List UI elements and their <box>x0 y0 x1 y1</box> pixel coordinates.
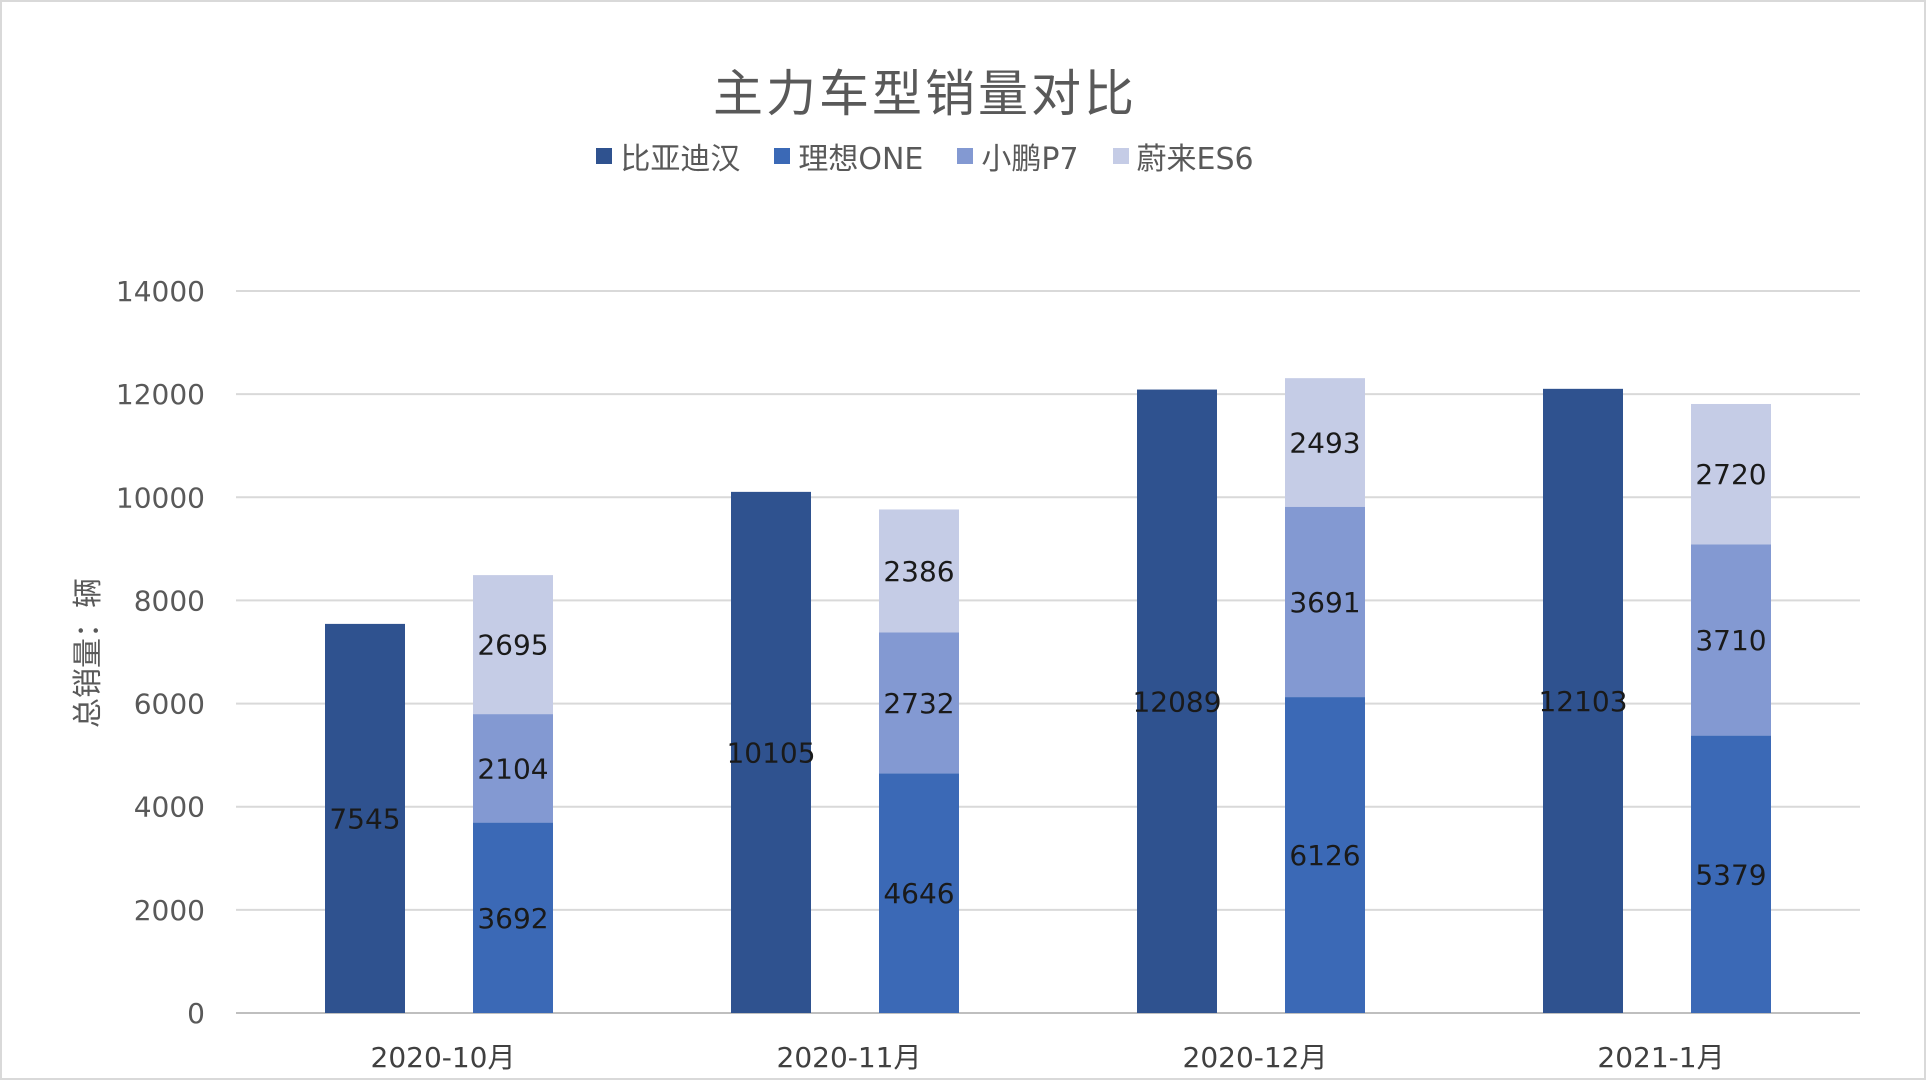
legend-label-byd-han: 比亚迪汉 <box>620 142 741 177</box>
bar-segment <box>325 623 405 1013</box>
x-tick-label: 2020-11月 <box>777 1041 922 1074</box>
chart-title: 主力车型销量对比 <box>713 65 1137 123</box>
data-label: 12089 <box>1132 685 1221 718</box>
data-label: 2386 <box>883 555 954 588</box>
y-tick-label: 10000 <box>116 481 205 514</box>
data-label: 2720 <box>1695 458 1766 491</box>
data-label: 12103 <box>1538 685 1627 718</box>
bar-segment <box>879 632 959 774</box>
data-label: 7545 <box>329 802 400 835</box>
bar-segment <box>1691 735 1771 1013</box>
legend-label-xpeng-p7: 小鹏P7 <box>981 142 1079 177</box>
data-label: 2732 <box>883 687 954 720</box>
x-tick-label: 2020-12月 <box>1183 1041 1328 1074</box>
y-tick-label: 14000 <box>116 275 205 308</box>
data-label: 3710 <box>1695 624 1766 657</box>
legend-swatch-nio-es6 <box>1112 148 1129 164</box>
data-label: 6126 <box>1289 839 1360 872</box>
bar-segment <box>1137 389 1217 1014</box>
data-label: 3692 <box>477 902 548 935</box>
legend: 比亚迪汉 理想ONE 小鹏P7 蔚来ES6 <box>2 134 1848 178</box>
y-tick-label: 8000 <box>134 584 205 617</box>
bar-segment <box>1691 403 1771 545</box>
legend-swatch-li-one <box>774 148 791 164</box>
bar-segment <box>1285 697 1365 1013</box>
bar-segment <box>731 491 811 1013</box>
legend-item-nio-es6: 蔚来ES6 <box>1112 134 1254 178</box>
legend-item-xpeng-p7: 小鹏P7 <box>957 134 1079 178</box>
bar-segment <box>879 509 959 633</box>
bar-segment <box>1691 544 1771 736</box>
bar-segment <box>879 773 959 1013</box>
data-label: 4646 <box>883 877 954 910</box>
x-tick-label: 2020-10月 <box>371 1041 516 1074</box>
bar-segment <box>473 714 553 823</box>
legend-swatch-byd-han <box>596 148 613 164</box>
y-tick-label: 12000 <box>116 378 205 411</box>
bar-segment <box>1285 378 1365 507</box>
bar-segment <box>1285 506 1365 698</box>
y-tick-label: 4000 <box>134 791 205 824</box>
bar-segment <box>473 822 553 1013</box>
legend-item-byd-han: 比亚迪汉 <box>596 134 740 178</box>
data-label: 10105 <box>726 736 815 769</box>
data-label: 2695 <box>477 629 548 662</box>
data-label: 5379 <box>1695 858 1766 891</box>
y-tick-label: 2000 <box>134 894 205 927</box>
legend-label-li-one: 理想ONE <box>798 142 924 177</box>
legend-swatch-xpeng-p7 <box>957 148 974 164</box>
bar-segment <box>1543 388 1623 1013</box>
data-label: 2493 <box>1289 426 1360 459</box>
y-tick-label: 0 <box>187 997 205 1030</box>
x-tick-label: 2021-1月 <box>1597 1041 1724 1074</box>
bar-segment <box>473 575 553 715</box>
legend-item-li-one: 理想ONE <box>774 134 923 178</box>
y-tick-label: 6000 <box>134 688 205 721</box>
legend-label-nio-es6: 蔚来ES6 <box>1136 142 1254 177</box>
data-label: 3691 <box>1289 586 1360 619</box>
data-label: 2104 <box>477 752 548 785</box>
